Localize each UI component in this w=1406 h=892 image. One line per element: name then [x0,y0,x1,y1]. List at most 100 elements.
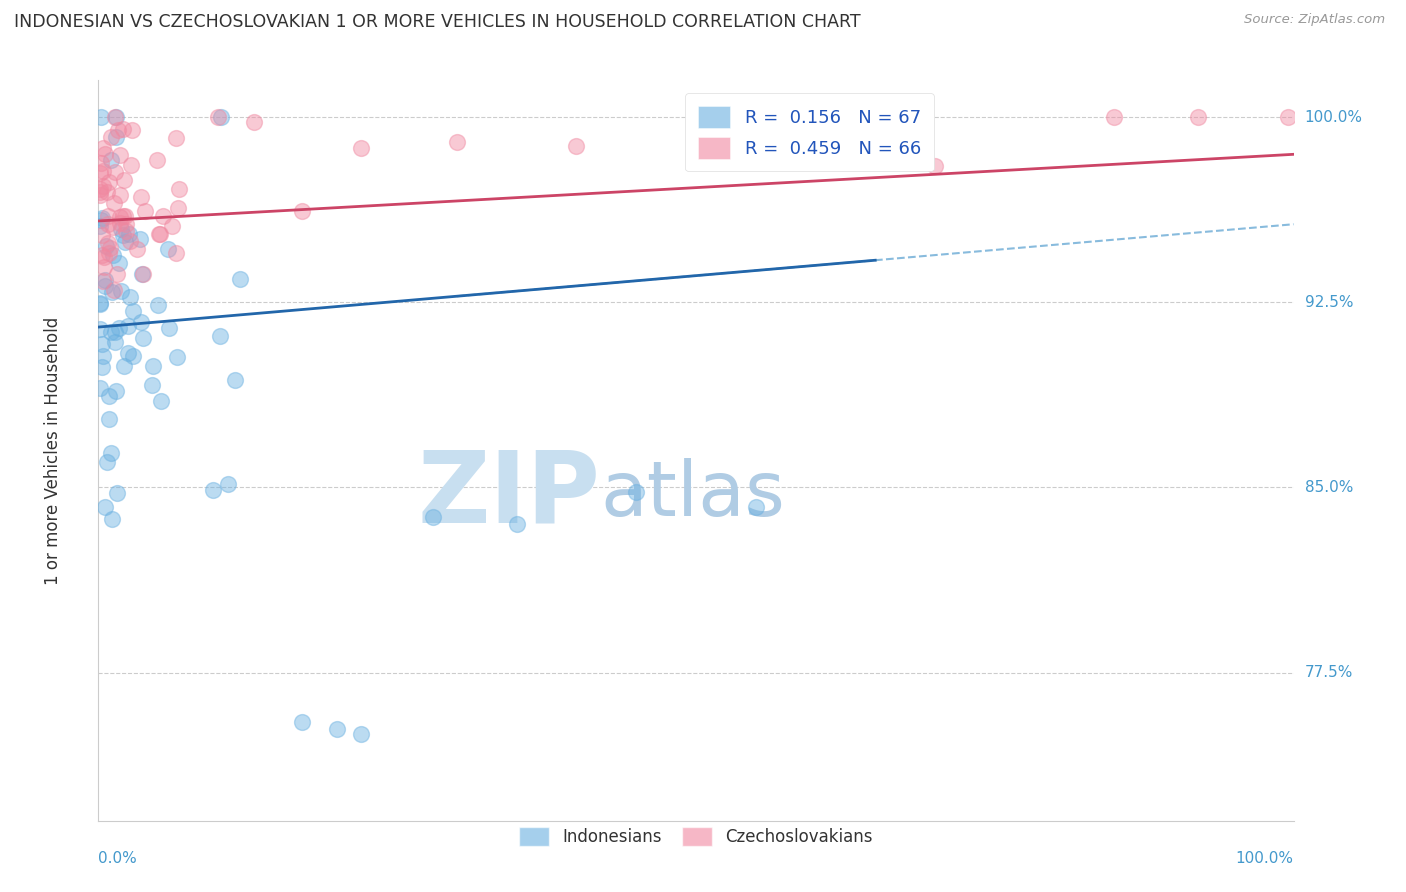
Point [157,321,180,335]
Point [104,110,127,124]
Point [108,216,131,230]
Point [91,337,114,351]
Point [150,394,173,409]
Point [104,326,127,340]
Point [110,188,132,202]
Point [117,346,139,360]
Point [110,284,132,298]
Point [97,210,120,224]
Legend: Indonesians, Czechoslovakians: Indonesians, Czechoslovakians [512,821,880,853]
Point [90,110,112,124]
Point [97,389,120,403]
Point [134,204,156,219]
Point [97,411,120,425]
Text: 100.0%: 100.0% [1236,851,1294,866]
Point [165,130,187,145]
Point [90,211,112,226]
Point [422,510,444,524]
Point [96,238,118,252]
Point [446,135,468,149]
Point [105,384,128,398]
Point [209,329,232,343]
Point [89,181,111,195]
Point [291,204,314,219]
Point [100,512,122,526]
Point [108,321,131,335]
Point [110,221,132,235]
Point [142,359,165,373]
Point [111,122,134,136]
Point [89,295,111,310]
Point [108,211,131,225]
Point [89,185,111,199]
Point [101,220,124,235]
Point [105,110,128,124]
Point [94,146,117,161]
Point [94,278,117,293]
Point [103,196,125,211]
Point [148,227,170,242]
Point [100,129,122,144]
Point [115,217,138,231]
Point [93,250,115,264]
Point [166,201,188,215]
Point [97,176,120,190]
Point [104,130,127,145]
Point [91,178,114,193]
Point [105,267,128,281]
Text: INDONESIAN VS CZECHOSLOVAKIAN 1 OR MORE VEHICLES IN HOUSEHOLD CORRELATION CHART: INDONESIAN VS CZECHOSLOVAKIAN 1 OR MORE … [14,13,860,31]
Point [91,247,114,261]
Point [91,360,114,375]
Point [112,172,135,186]
Point [103,283,125,297]
Point [350,141,373,155]
Point [152,209,174,223]
Point [132,331,155,345]
Text: atlas: atlas [600,458,785,532]
Point [89,321,111,335]
Point [96,186,118,200]
Point [291,714,314,729]
Point [112,228,135,243]
Point [146,298,169,312]
Point [97,217,120,231]
Point [160,219,183,234]
Point [121,123,143,137]
Point [745,153,768,167]
Text: 0.0%: 0.0% [98,851,138,866]
Point [108,148,131,162]
Point [112,209,135,223]
Point [90,227,112,242]
Point [169,181,191,195]
Point [114,209,136,223]
Point [101,285,124,300]
Point [129,232,152,246]
Point [120,158,142,172]
Point [91,349,114,363]
Point [114,224,136,238]
Text: 1 or more Vehicles in Household: 1 or more Vehicles in Household [44,317,62,584]
Point [207,110,229,124]
Point [100,325,122,339]
Point [101,248,124,262]
Point [565,139,588,153]
Point [157,242,180,256]
Text: 77.5%: 77.5% [1305,665,1353,680]
Point [131,190,153,204]
Point [89,297,111,311]
Point [90,156,112,170]
Point [104,165,127,179]
Point [506,517,529,532]
Point [107,123,129,137]
Point [93,272,115,286]
Point [93,260,115,274]
Point [105,485,128,500]
Point [626,485,648,500]
Point [100,153,122,167]
Point [141,378,163,392]
Point [117,318,139,333]
Point [104,334,127,349]
Point [118,290,141,304]
Text: Source: ZipAtlas.com: Source: ZipAtlas.com [1244,13,1385,27]
Point [924,159,946,173]
